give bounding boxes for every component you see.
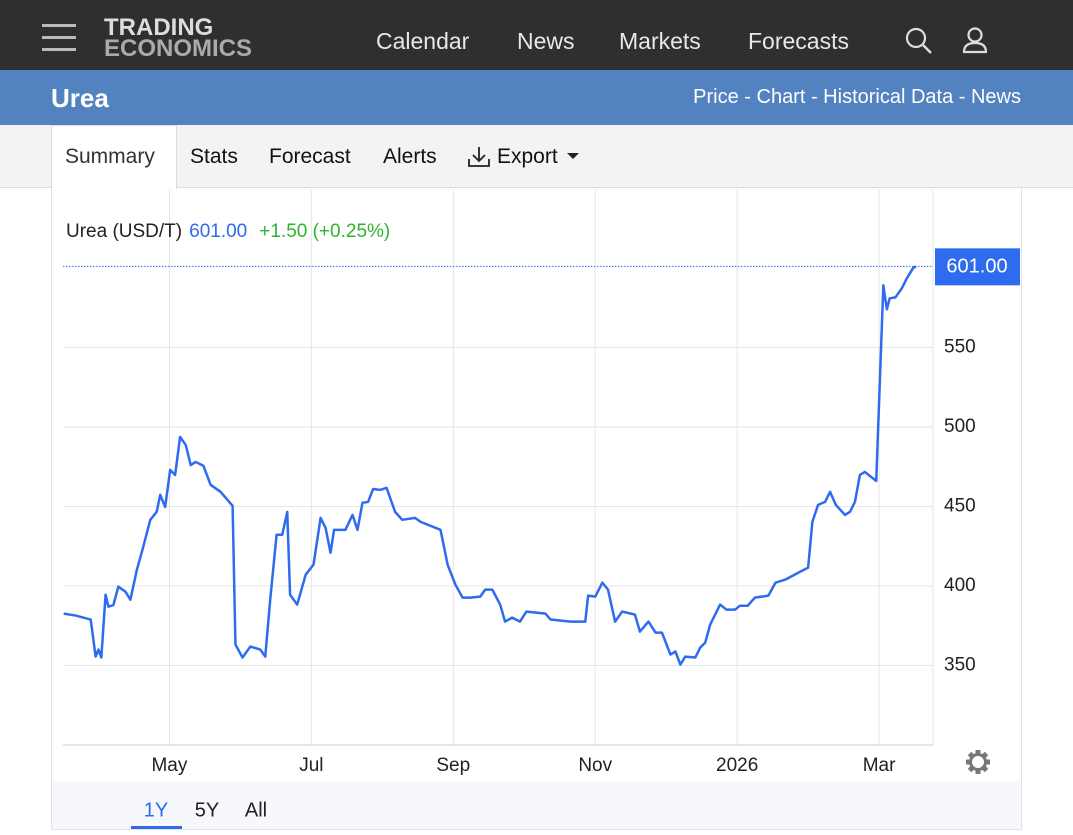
range-bar <box>52 781 1021 829</box>
range-button[interactable]: 5Y <box>195 799 219 821</box>
nav-link[interactable]: Markets <box>619 28 701 54</box>
logo-line: ECONOMICS <box>104 35 253 62</box>
tab-bar <box>0 125 1073 188</box>
range-button[interactable]: 1Y <box>144 799 168 821</box>
nav-link[interactable]: News <box>517 28 575 54</box>
menu-icon[interactable] <box>42 24 78 52</box>
settings-icon[interactable] <box>966 750 990 774</box>
tab[interactable]: Stats <box>190 145 238 168</box>
range-button[interactable]: All <box>245 799 267 821</box>
tab[interactable]: Export <box>497 145 558 168</box>
range-underline <box>131 826 182 829</box>
tab[interactable]: Summary <box>65 145 155 168</box>
gear-ring <box>969 753 987 771</box>
logo-line: TRADING <box>104 14 214 41</box>
x-tick-label: May <box>151 755 187 776</box>
x-tick-label: Mar <box>863 755 896 776</box>
chart-panel <box>51 188 1022 830</box>
last-price-label: 601.00 <box>946 256 1007 278</box>
tab[interactable]: Forecast <box>269 145 351 168</box>
top-bar <box>0 0 1073 70</box>
x-tick-label: Jul <box>299 755 323 776</box>
last-price-tag <box>935 248 1020 286</box>
title-links[interactable]: Price - Chart - Historical Data - News <box>693 86 1021 108</box>
tab[interactable]: Alerts <box>383 145 437 168</box>
nav-link[interactable]: Calendar <box>376 28 470 54</box>
y-tick-label: 350 <box>944 655 976 676</box>
search-icon[interactable] <box>905 27 933 55</box>
active-tab <box>51 125 177 189</box>
quote-price: 601.00 <box>189 221 247 242</box>
quote-change: +1.50 (+0.25%) <box>259 221 390 242</box>
page-title: Urea <box>51 83 109 113</box>
price-line <box>63 265 917 666</box>
y-tick-label: 400 <box>944 575 976 596</box>
quote-name: Urea (USD/T) <box>66 221 182 242</box>
user-icon[interactable] <box>961 26 989 54</box>
x-tick-label: Nov <box>578 755 612 776</box>
y-tick-label: 550 <box>944 336 976 357</box>
y-tick-label: 500 <box>944 416 976 437</box>
y-tick-label: 450 <box>944 495 976 516</box>
dropdown-caret <box>567 153 579 159</box>
x-tick-label: 2026 <box>716 755 758 776</box>
title-bar <box>0 70 1073 125</box>
nav-link[interactable]: Forecasts <box>748 28 849 54</box>
x-tick-label: Sep <box>436 755 470 776</box>
export-icon <box>468 147 490 167</box>
logo[interactable]: TRADING ECONOMICS <box>104 14 253 62</box>
